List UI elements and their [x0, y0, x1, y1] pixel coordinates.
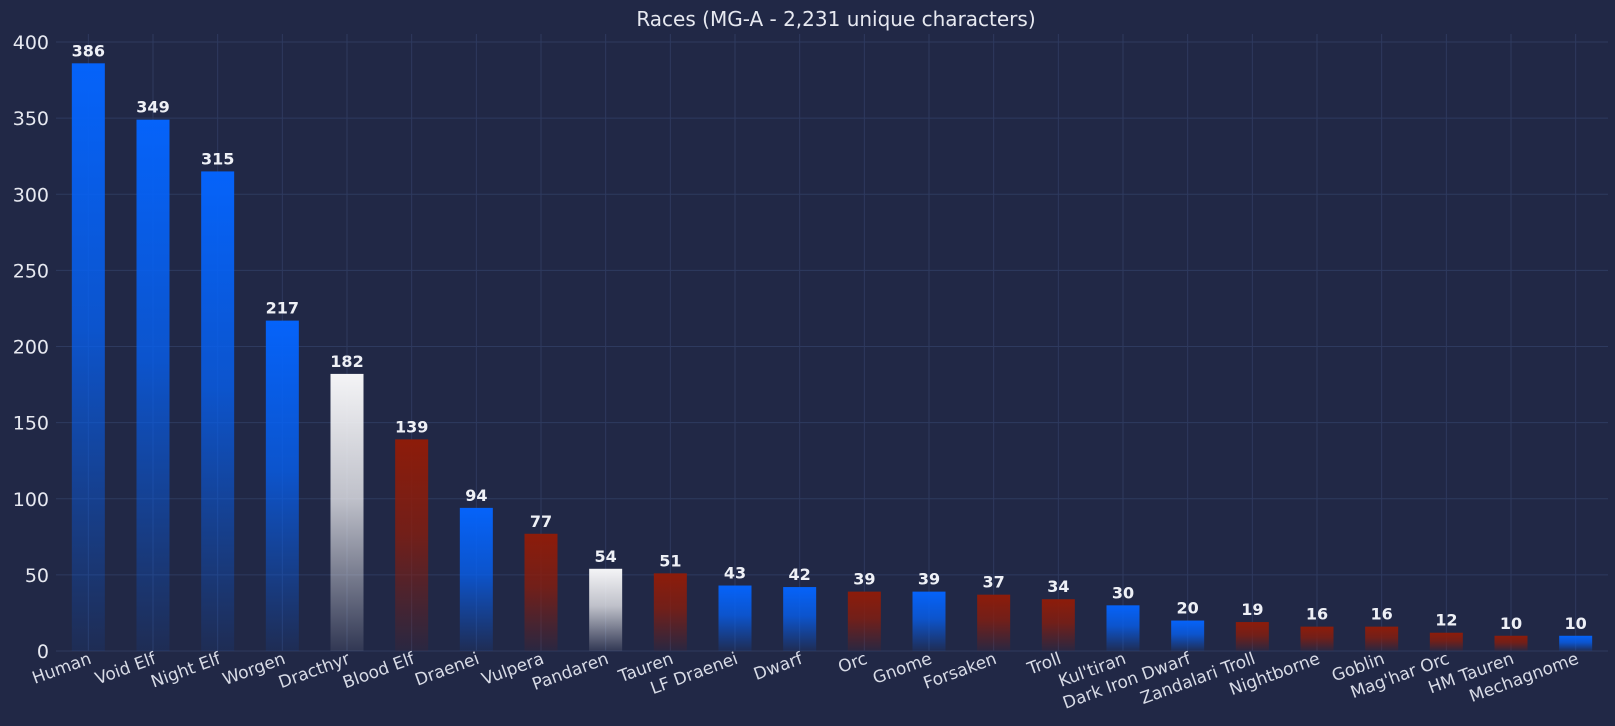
x-tick-label: Dracthyr: [276, 649, 353, 693]
y-tick-label: 350: [13, 108, 49, 130]
y-tick-label: 200: [13, 337, 49, 359]
bar-draenei: [459, 507, 493, 651]
value-label: 20: [1177, 599, 1199, 618]
value-labels: 386 349 315 217 182 139 94 77 54 51 43 42 39 39 37 34 30…: [72, 41, 1587, 632]
bar-vulpera: [524, 533, 558, 651]
x-tick-label: Worgen: [220, 649, 288, 690]
value-label: 77: [530, 512, 552, 531]
y-tick-label: 50: [25, 565, 49, 587]
value-label: 37: [983, 573, 1005, 592]
value-label: 30: [1112, 583, 1134, 602]
bar-night-elf: [201, 171, 235, 651]
bar-nightborne: [1300, 626, 1334, 651]
bar-dracthyr: [330, 373, 364, 651]
value-label: 19: [1241, 600, 1263, 619]
bar-goblin: [1365, 626, 1399, 651]
value-label: 217: [266, 299, 299, 318]
x-tick-label: Night Elf: [148, 649, 224, 693]
bar-pandaren: [589, 568, 623, 651]
x-tick-label: Void Elf: [93, 649, 160, 690]
value-label: 12: [1435, 611, 1457, 630]
chart-title: Races (MG-A - 2,231 unique characters): [636, 7, 1035, 31]
x-tick-label: Blood Elf: [340, 649, 418, 694]
value-label: 39: [918, 570, 940, 589]
value-label: 54: [595, 547, 617, 566]
x-tick-label: Draenei: [412, 649, 482, 691]
bar-troll: [1041, 599, 1075, 651]
bar-hm-tauren: [1494, 635, 1528, 651]
bar-dark-iron-dwarf: [1171, 620, 1205, 651]
x-tick-label: Dwarf: [751, 649, 806, 685]
bar-human: [71, 63, 105, 651]
bar-forsaken: [977, 594, 1011, 651]
bar-mag-har-orc: [1429, 632, 1463, 651]
y-tick-label: 150: [13, 413, 49, 435]
bar-orc: [847, 591, 881, 651]
y-tick-label: 100: [13, 489, 49, 511]
x-tick-label: Forsaken: [921, 649, 1000, 694]
bar-gnome: [912, 591, 946, 651]
y-tick-label: 250: [13, 260, 49, 282]
value-label: 16: [1306, 605, 1328, 624]
value-label: 42: [789, 565, 811, 584]
bar-mechagnome: [1559, 635, 1593, 651]
value-label: 10: [1500, 614, 1522, 633]
value-label: 94: [465, 486, 487, 505]
y-axis: 0 50 100 150 200 250 300 350 400: [13, 32, 49, 663]
value-label: 16: [1371, 605, 1393, 624]
bar-tauren: [653, 573, 687, 651]
x-tick-label: Orc: [836, 649, 870, 678]
bar-void-elf: [136, 119, 170, 651]
value-label: 10: [1565, 614, 1587, 633]
y-tick-label: 400: [13, 32, 49, 54]
value-label: 182: [330, 352, 363, 371]
y-tick-label: 0: [37, 641, 49, 663]
value-label: 43: [724, 564, 746, 583]
value-label: 51: [659, 551, 681, 570]
bar-zandalari-troll: [1235, 622, 1269, 651]
value-label: 139: [395, 417, 428, 436]
value-label: 39: [853, 570, 875, 589]
value-label: 34: [1047, 577, 1069, 596]
bar-kul-tiran: [1106, 605, 1140, 651]
bar-dwarf: [783, 587, 817, 651]
value-label: 349: [136, 98, 169, 117]
value-label: 386: [72, 41, 105, 60]
bar-worgen: [265, 320, 299, 651]
value-label: 315: [201, 149, 234, 168]
y-tick-label: 300: [13, 184, 49, 206]
bar-blood-elf: [395, 439, 429, 651]
bars: [71, 63, 1593, 651]
bar-lf-draenei: [718, 585, 752, 651]
